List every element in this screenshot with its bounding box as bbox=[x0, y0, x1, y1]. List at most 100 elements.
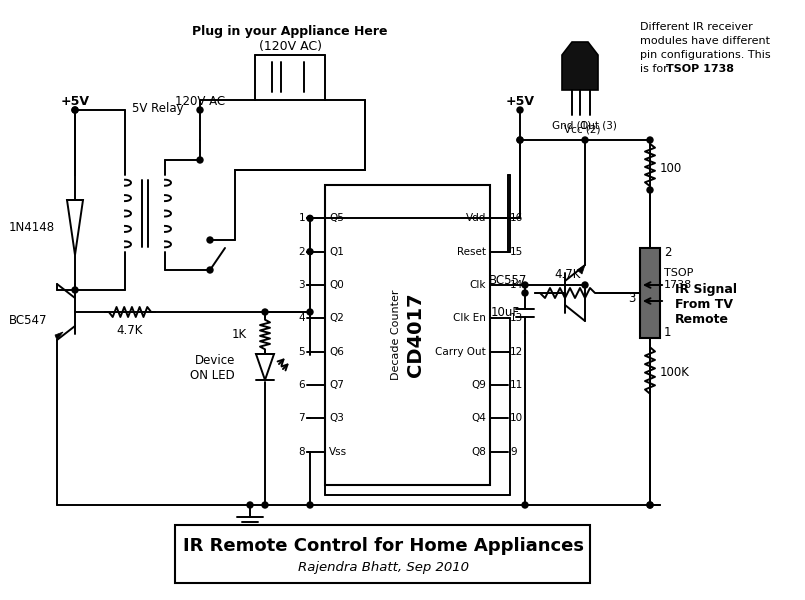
Text: From TV: From TV bbox=[675, 298, 733, 311]
Text: +5V: +5V bbox=[60, 95, 89, 108]
Text: Q1: Q1 bbox=[329, 247, 344, 257]
Text: Q8: Q8 bbox=[471, 446, 486, 457]
Text: 5V Relay: 5V Relay bbox=[132, 102, 184, 115]
Text: BC547: BC547 bbox=[9, 313, 47, 326]
Circle shape bbox=[517, 107, 523, 113]
Text: Vss: Vss bbox=[329, 446, 347, 457]
Circle shape bbox=[647, 187, 653, 193]
Circle shape bbox=[262, 502, 268, 508]
Text: Q5: Q5 bbox=[329, 214, 344, 223]
Bar bbox=[640, 248, 660, 338]
Polygon shape bbox=[55, 332, 63, 340]
Text: Vcc (2): Vcc (2) bbox=[564, 125, 601, 135]
Text: 100: 100 bbox=[660, 161, 683, 175]
Text: Out (3): Out (3) bbox=[580, 120, 617, 130]
Text: modules have different: modules have different bbox=[640, 36, 770, 46]
Text: Q9: Q9 bbox=[471, 380, 486, 390]
Text: 7: 7 bbox=[299, 413, 305, 424]
Circle shape bbox=[582, 137, 588, 143]
Text: IR Signal: IR Signal bbox=[675, 283, 737, 296]
Text: Q0: Q0 bbox=[329, 280, 344, 290]
Text: Vdd: Vdd bbox=[465, 214, 486, 223]
Text: TSOP 1738: TSOP 1738 bbox=[666, 64, 734, 74]
Circle shape bbox=[517, 137, 523, 143]
Text: (120V AC): (120V AC) bbox=[258, 40, 321, 53]
Circle shape bbox=[72, 107, 78, 113]
Circle shape bbox=[207, 267, 213, 273]
Text: 2: 2 bbox=[664, 247, 671, 259]
Text: 4.7K: 4.7K bbox=[555, 268, 580, 281]
Text: pin configurations. This: pin configurations. This bbox=[640, 50, 770, 60]
Circle shape bbox=[582, 282, 588, 288]
Circle shape bbox=[72, 287, 78, 293]
Text: 1: 1 bbox=[664, 326, 671, 340]
Text: Q4: Q4 bbox=[471, 413, 486, 424]
Text: 15: 15 bbox=[510, 247, 523, 257]
Text: 16: 16 bbox=[510, 214, 523, 223]
Text: 3: 3 bbox=[299, 280, 305, 290]
FancyBboxPatch shape bbox=[175, 525, 590, 583]
Text: 13: 13 bbox=[510, 313, 523, 323]
Circle shape bbox=[647, 502, 653, 508]
Text: 4: 4 bbox=[299, 313, 305, 323]
Polygon shape bbox=[562, 42, 598, 90]
Text: 14: 14 bbox=[510, 280, 523, 290]
Circle shape bbox=[72, 107, 78, 113]
Text: 10: 10 bbox=[510, 413, 523, 424]
Text: 4.7K: 4.7K bbox=[117, 324, 143, 337]
Text: 1: 1 bbox=[299, 214, 305, 223]
Circle shape bbox=[307, 248, 313, 254]
Circle shape bbox=[307, 215, 313, 221]
Text: Decade Counter: Decade Counter bbox=[390, 290, 401, 380]
Text: 8: 8 bbox=[299, 446, 305, 457]
Text: Q7: Q7 bbox=[329, 380, 344, 390]
Circle shape bbox=[647, 502, 653, 508]
Text: IR Remote Control for Home Appliances: IR Remote Control for Home Appliances bbox=[183, 537, 584, 555]
Text: Q3: Q3 bbox=[329, 413, 344, 424]
Text: Carry Out: Carry Out bbox=[436, 347, 486, 356]
Circle shape bbox=[307, 502, 313, 508]
Text: 10uF: 10uF bbox=[491, 307, 520, 319]
Text: Clk: Clk bbox=[469, 280, 486, 290]
Text: 6: 6 bbox=[299, 380, 305, 390]
Text: CD4017: CD4017 bbox=[406, 293, 425, 377]
Polygon shape bbox=[577, 265, 585, 274]
Text: 9: 9 bbox=[510, 446, 517, 457]
Text: 12: 12 bbox=[510, 347, 523, 356]
Circle shape bbox=[517, 137, 523, 143]
Circle shape bbox=[647, 137, 653, 143]
Circle shape bbox=[522, 502, 528, 508]
Text: 3: 3 bbox=[629, 292, 636, 304]
Text: 11: 11 bbox=[510, 380, 523, 390]
Text: 100K: 100K bbox=[660, 367, 690, 379]
Text: Device
ON LED: Device ON LED bbox=[190, 354, 235, 382]
Text: Q2: Q2 bbox=[329, 313, 344, 323]
Text: TSOP: TSOP bbox=[664, 268, 693, 278]
Text: is for: is for bbox=[640, 64, 671, 74]
Text: 5: 5 bbox=[299, 347, 305, 356]
Circle shape bbox=[522, 290, 528, 296]
Text: Reset: Reset bbox=[457, 247, 486, 257]
Text: Q6: Q6 bbox=[329, 347, 344, 356]
Text: 1N4148: 1N4148 bbox=[9, 221, 55, 234]
Text: Different IR receiver: Different IR receiver bbox=[640, 22, 753, 32]
Circle shape bbox=[522, 282, 528, 288]
Text: Rajendra Bhatt, Sep 2010: Rajendra Bhatt, Sep 2010 bbox=[298, 560, 469, 574]
Text: Plug in your Appliance Here: Plug in your Appliance Here bbox=[192, 25, 388, 38]
Text: BC557: BC557 bbox=[489, 275, 527, 287]
Text: 1738: 1738 bbox=[664, 280, 692, 290]
Circle shape bbox=[207, 237, 213, 243]
Circle shape bbox=[197, 157, 203, 163]
Text: +5V: +5V bbox=[506, 95, 535, 108]
Text: Clk En: Clk En bbox=[453, 313, 486, 323]
Circle shape bbox=[197, 107, 203, 113]
Circle shape bbox=[247, 502, 253, 508]
Circle shape bbox=[262, 309, 268, 315]
Text: 2: 2 bbox=[299, 247, 305, 257]
Text: Remote: Remote bbox=[675, 313, 729, 326]
Bar bbox=[325, 185, 490, 485]
Text: 1K: 1K bbox=[232, 328, 247, 340]
Circle shape bbox=[307, 309, 313, 315]
Text: Gnd (1): Gnd (1) bbox=[552, 120, 592, 130]
Text: 120V AC: 120V AC bbox=[175, 95, 225, 108]
